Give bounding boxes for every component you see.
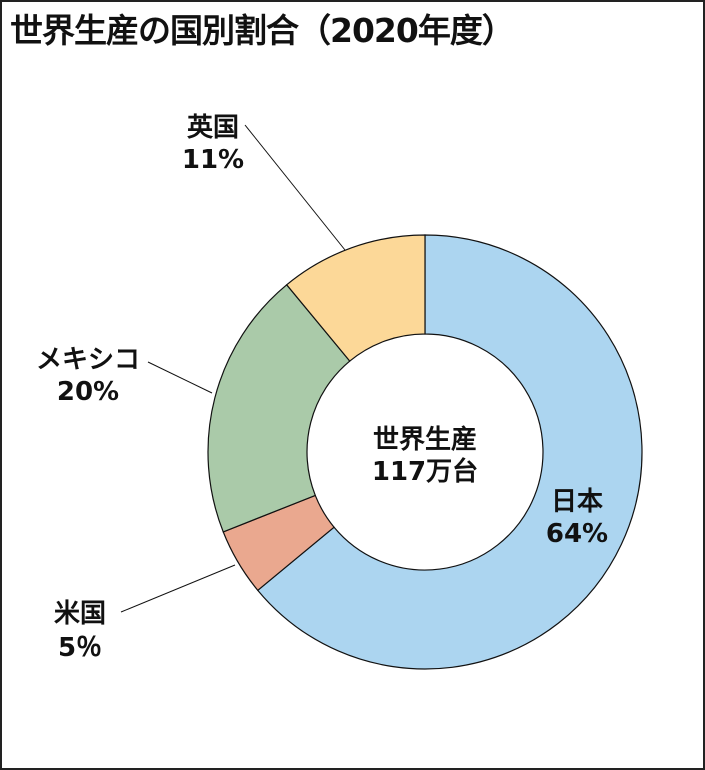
slice-value-us: 5％ <box>58 633 102 663</box>
slice-value-japan: 64% <box>546 519 608 549</box>
donut-slice-0 <box>256 234 643 670</box>
leader-line-mexico <box>147 361 213 394</box>
leader-line-uk <box>244 124 346 251</box>
donut-slice-3 <box>285 234 426 362</box>
slice-name-japan: 日本 <box>551 487 603 517</box>
chart-title: 世界生産の国別割合（2020年度） <box>10 11 515 50</box>
center-label-line1: 世界生産 <box>373 424 477 455</box>
slice-value-mexico: 20% <box>57 377 119 407</box>
center-label-line2: 117万台 <box>372 456 478 487</box>
leader-line-us <box>120 564 236 613</box>
slice-name-mexico: メキシコ <box>36 345 140 375</box>
slice-name-us: 米国 <box>54 599 106 629</box>
slice-value-uk: 11% <box>182 145 244 175</box>
donut-slice-2 <box>207 283 351 533</box>
slice-name-uk: 英国 <box>187 113 239 143</box>
